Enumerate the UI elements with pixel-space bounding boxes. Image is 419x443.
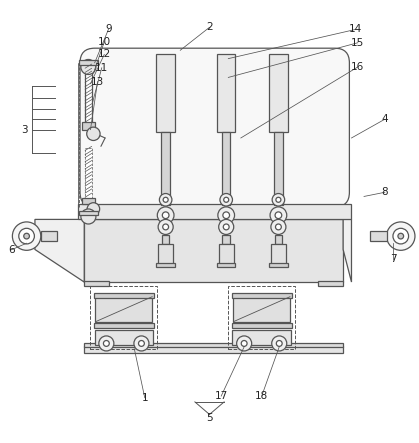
Text: 17: 17 (215, 391, 228, 401)
Bar (156, 54, 175, 132)
Bar (233, 330, 291, 345)
Circle shape (87, 127, 100, 140)
Bar (95, 330, 153, 345)
Bar (79, 60, 98, 65)
Circle shape (220, 194, 233, 206)
Circle shape (13, 222, 41, 250)
Circle shape (158, 219, 173, 234)
Text: 10: 10 (98, 37, 111, 47)
Bar (162, 235, 169, 245)
Bar (82, 198, 95, 204)
Circle shape (271, 219, 286, 234)
Circle shape (218, 207, 235, 224)
Bar (232, 323, 292, 328)
Circle shape (163, 197, 168, 202)
Circle shape (237, 336, 252, 351)
Circle shape (272, 194, 285, 206)
Text: 9: 9 (105, 24, 112, 35)
Circle shape (276, 341, 282, 346)
Bar (41, 231, 57, 241)
Text: 7: 7 (390, 254, 396, 264)
Text: 12: 12 (98, 50, 111, 59)
Circle shape (219, 219, 234, 234)
Bar (91, 286, 157, 349)
Text: 1: 1 (142, 393, 148, 403)
Circle shape (276, 197, 281, 202)
Bar (78, 203, 352, 219)
Circle shape (275, 224, 281, 230)
Circle shape (24, 233, 29, 239)
Circle shape (272, 336, 287, 351)
Text: 5: 5 (206, 413, 213, 423)
Bar (233, 297, 290, 322)
Text: 2: 2 (206, 22, 213, 32)
Bar (85, 148, 92, 198)
Bar (156, 263, 175, 268)
Bar (228, 286, 295, 349)
Text: 16: 16 (351, 62, 365, 72)
Bar (217, 54, 235, 132)
Bar (161, 132, 170, 205)
Text: 15: 15 (351, 38, 365, 48)
Bar (96, 297, 152, 322)
Bar (94, 293, 154, 298)
Circle shape (163, 224, 168, 230)
Bar (82, 122, 95, 130)
Bar (84, 218, 343, 282)
Bar (94, 323, 154, 328)
Text: 18: 18 (255, 391, 268, 401)
Circle shape (275, 212, 282, 218)
Text: 6: 6 (8, 245, 14, 255)
Text: 11: 11 (95, 63, 109, 73)
Circle shape (270, 207, 287, 224)
Bar (318, 281, 343, 286)
Circle shape (159, 194, 172, 206)
Bar (84, 281, 109, 286)
Bar (84, 346, 343, 353)
Circle shape (224, 197, 229, 202)
Bar (269, 54, 287, 132)
Bar (85, 67, 92, 123)
Text: 8: 8 (382, 187, 388, 197)
Bar (274, 235, 282, 245)
Text: 3: 3 (22, 124, 28, 135)
Circle shape (393, 228, 409, 244)
Bar (222, 132, 230, 205)
Bar (158, 244, 173, 264)
Bar (219, 244, 234, 264)
FancyBboxPatch shape (80, 48, 349, 207)
Bar (232, 293, 292, 298)
Circle shape (139, 341, 145, 346)
Circle shape (157, 207, 174, 224)
Circle shape (81, 209, 96, 224)
Circle shape (81, 59, 96, 74)
Bar (217, 263, 235, 268)
Circle shape (134, 336, 149, 351)
Circle shape (87, 203, 100, 215)
Circle shape (223, 224, 229, 230)
Bar (269, 263, 287, 268)
Circle shape (398, 233, 403, 239)
Bar (274, 132, 282, 205)
Polygon shape (35, 219, 84, 282)
Bar (370, 231, 387, 241)
Circle shape (162, 212, 169, 218)
Bar (84, 342, 343, 347)
Text: 4: 4 (382, 114, 388, 124)
Polygon shape (343, 219, 352, 282)
Text: 13: 13 (91, 77, 104, 86)
Bar (222, 235, 230, 245)
Bar (79, 210, 98, 215)
Circle shape (241, 341, 247, 346)
Text: 14: 14 (349, 24, 362, 35)
Circle shape (103, 341, 109, 346)
Circle shape (223, 212, 230, 218)
Circle shape (387, 222, 415, 250)
Bar (271, 244, 286, 264)
Circle shape (19, 228, 34, 244)
Circle shape (99, 336, 114, 351)
